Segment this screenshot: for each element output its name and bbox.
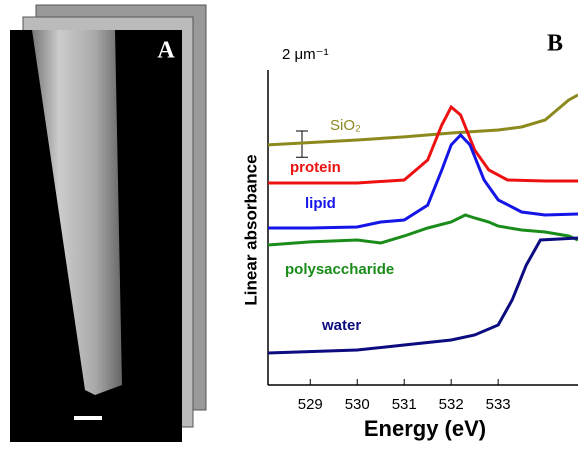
spectrum <box>268 95 578 145</box>
x-tick-label: 529 <box>298 396 323 413</box>
series-label: water <box>321 317 361 334</box>
scale-label: 2 μm⁻¹ <box>282 46 329 63</box>
spectrum <box>268 238 578 353</box>
x-axis-label: Energy (eV) <box>364 416 486 441</box>
panel-a: A <box>10 5 206 442</box>
y-axis-label: Linear absorbance <box>241 154 260 305</box>
series-label: SiO₂ <box>330 117 361 134</box>
series-label: polysaccharide <box>285 261 394 278</box>
page: A B Energy (eV) Linear absorbance 2 μm⁻¹… <box>0 0 578 452</box>
x-tick-label: 533 <box>486 396 511 413</box>
panel-label: A <box>157 38 175 64</box>
figure: A B Energy (eV) Linear absorbance 2 μm⁻¹… <box>0 0 578 447</box>
series-label: protein <box>290 159 341 176</box>
series-label: lipid <box>305 195 336 212</box>
x-tick-label: 532 <box>439 396 464 413</box>
x-tick-label: 531 <box>392 396 417 413</box>
spectrum <box>268 215 578 245</box>
panel-label: B <box>547 31 563 57</box>
x-tick-label: 530 <box>345 396 370 413</box>
